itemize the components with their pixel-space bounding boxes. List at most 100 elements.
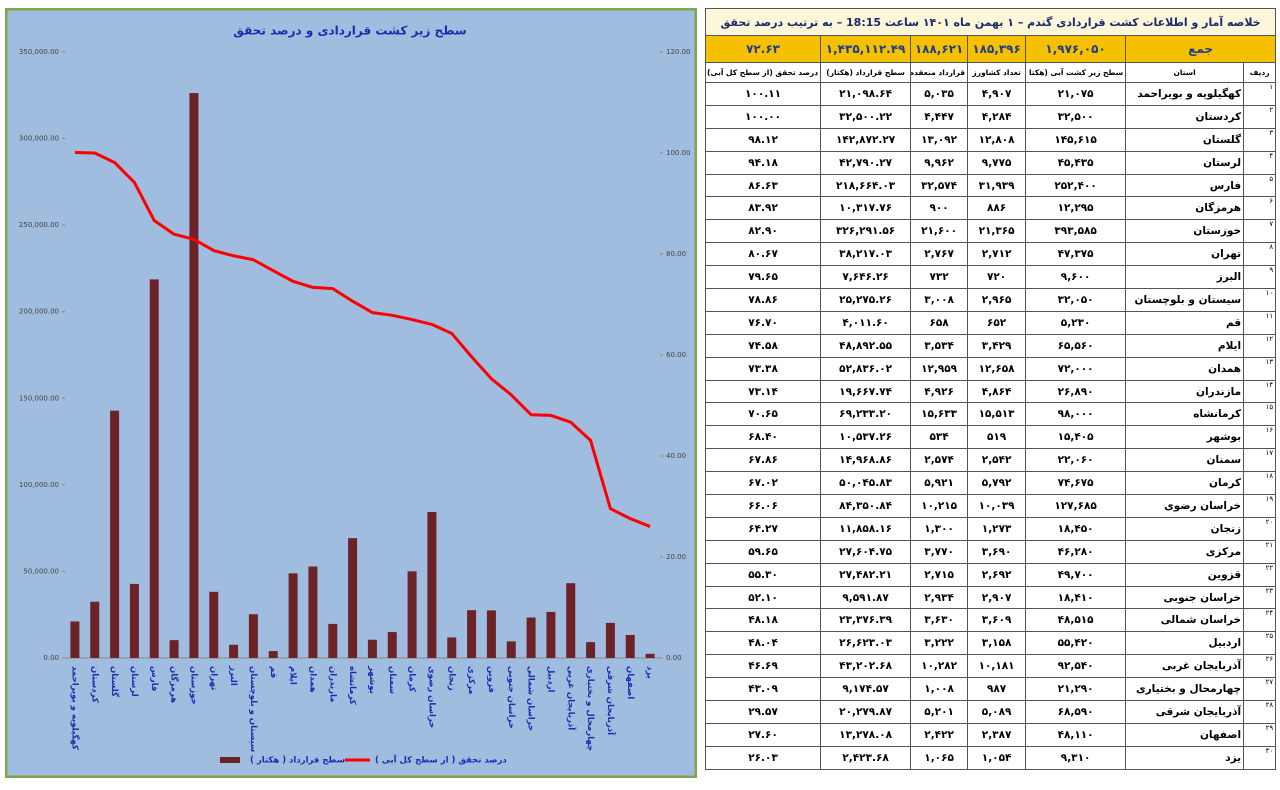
cell: ۱,۰۰۸ bbox=[910, 677, 969, 702]
cell: ۹۴.۱۸ bbox=[704, 150, 822, 175]
bar bbox=[427, 511, 437, 658]
province: سمنان bbox=[1125, 448, 1245, 473]
column-header: ردیف bbox=[1243, 62, 1277, 83]
y2-tick-label: 0.00 bbox=[666, 654, 682, 662]
x-tick-label: بوشهر bbox=[367, 665, 377, 694]
province: قم bbox=[1125, 310, 1245, 335]
cell: ۳۲,۵۰۰ bbox=[1025, 104, 1127, 129]
cell: ۲,۵۴۲ bbox=[967, 448, 1027, 473]
data-table: خلاصه آمار و اطلاعات کشت قراردادی گندم –… bbox=[704, 8, 1277, 770]
y-tick-label: 200,000.00 bbox=[19, 308, 59, 316]
x-tick-label: خراسان جنوبی bbox=[506, 666, 516, 729]
bar bbox=[348, 538, 358, 658]
row-number: ۱۲ bbox=[1243, 333, 1277, 358]
table-row: ۱۰ سیستان و بلوچستان ۳۲,۰۵۰ ۲,۹۶۵ ۳,۰۰۸ ۲۵,۲۷… bbox=[704, 288, 1277, 312]
line bbox=[74, 150, 651, 528]
bar bbox=[110, 410, 120, 658]
cell: ۱۸,۴۱۰ bbox=[1025, 585, 1127, 610]
x-tick-label: قم bbox=[268, 666, 278, 678]
bar bbox=[467, 610, 477, 658]
bar bbox=[526, 617, 536, 658]
province: گلستان bbox=[1125, 127, 1245, 152]
province: آذربایجان شرقی bbox=[1125, 700, 1245, 724]
cell: ۹۲,۵۴۰ bbox=[1025, 654, 1127, 679]
x-tick-label: یزد bbox=[645, 666, 655, 679]
province: خراسان جنوبی bbox=[1125, 585, 1245, 610]
y-tick-label: 150,000.00 bbox=[19, 394, 59, 402]
province: اصفهان bbox=[1125, 722, 1245, 747]
cell: ۵,۰۸۹ bbox=[967, 700, 1027, 724]
cell: ۴,۰۱۱.۶۰ bbox=[820, 310, 912, 335]
cell: ۴۹,۷۰۰ bbox=[1025, 562, 1127, 587]
legend-label: سطح قرارداد ( هکتار ) bbox=[250, 756, 345, 766]
cell: ۳۲,۰۵۰ bbox=[1025, 288, 1127, 312]
table-row: ۲۱ مرکزی ۴۶,۲۸۰ ۳,۶۹۰ ۳,۷۷۰ ۲۷,۶۰۴.۷۵ ۵۹.۶۵ bbox=[704, 539, 1277, 564]
cell: ۷۳۲ bbox=[910, 265, 969, 290]
y2-tick-label: 100.00 bbox=[666, 149, 691, 157]
cell: ۲۱,۲۹۰ bbox=[1025, 677, 1127, 702]
province: همدان bbox=[1125, 356, 1245, 381]
cell: ۴۳.۰۹ bbox=[704, 677, 822, 702]
cell: ۹,۱۷۴.۵۷ bbox=[820, 677, 912, 702]
bar bbox=[387, 632, 397, 658]
bar bbox=[566, 583, 576, 658]
table-row: ۶ هرمزگان ۱۲,۲۹۵ ۸۸۶ ۹۰۰ ۱۰,۳۱۷.۷۶ ۸۳.۹۲ bbox=[704, 196, 1277, 221]
table-row: ۲۳ خراسان جنوبی ۱۸,۴۱۰ ۲,۹۰۷ ۲,۹۳۴ ۹,۵۹۱.۸۷ ۵۲… bbox=[704, 585, 1277, 610]
cell: ۷۲۰ bbox=[967, 265, 1027, 290]
cell: ۱۰,۱۸۱ bbox=[967, 654, 1027, 679]
province: بوشهر bbox=[1125, 425, 1245, 450]
cell: ۱۰,۵۳۷.۲۶ bbox=[820, 425, 912, 450]
y-tick-label: 350,000.00 bbox=[19, 48, 59, 56]
cell: ۲۱,۰۷۵ bbox=[1025, 82, 1127, 106]
cell: ۲۶,۶۲۳.۰۳ bbox=[820, 631, 912, 656]
province: هرمزگان bbox=[1125, 196, 1245, 221]
cell: ۳۲,۵۰۰.۲۲ bbox=[820, 104, 912, 129]
y2-tick-label: 60.00 bbox=[666, 351, 686, 359]
cell: ۲,۹۰۷ bbox=[967, 585, 1027, 610]
province: خوزستان bbox=[1125, 219, 1245, 244]
total-cell: ۱,۴۳۵,۱۱۲.۴۹ bbox=[820, 35, 912, 63]
cell: ۴,۹۲۶ bbox=[910, 379, 969, 404]
bar bbox=[149, 279, 159, 658]
cell: ۲,۳۸۷ bbox=[967, 722, 1027, 747]
row-number: ۱۰ bbox=[1243, 288, 1277, 312]
table-row: ۵ فارس ۲۵۲,۴۰۰ ۳۱,۹۳۹ ۳۲,۵۷۴ ۲۱۸,۶۶۴.۰۳ ۸۶.۶۳ bbox=[704, 173, 1277, 198]
row-number: ۲۰ bbox=[1243, 516, 1277, 541]
cell: ۲۳,۳۷۶.۳۹ bbox=[820, 608, 912, 633]
table-row: ۲۹ اصفهان ۴۸,۱۱۰ ۲,۳۸۷ ۲,۴۲۲ ۱۳,۲۷۸.۰۸ ۲۷.۶۰ bbox=[704, 722, 1277, 747]
cell: ۷۸.۸۶ bbox=[704, 288, 822, 312]
table-row: ۲۶ آذربایجان غربی ۹۲,۵۴۰ ۱۰,۱۸۱ ۱۰,۲۸۲ ۴۳,۲۰۲… bbox=[704, 654, 1277, 679]
total-cell: جمع bbox=[1125, 35, 1277, 63]
cell: ۲,۷۱۲ bbox=[967, 242, 1027, 267]
cell: ۱,۳۰۰ bbox=[910, 516, 969, 541]
row-number: ۲۴ bbox=[1243, 608, 1277, 633]
table-row: ۲۰ زنجان ۱۸,۴۵۰ ۱,۲۷۳ ۱,۳۰۰ ۱۱,۸۵۸.۱۶ ۶۴.۲۷ bbox=[704, 516, 1277, 541]
x-tick-label: هرمزگان bbox=[169, 666, 180, 703]
cell: ۴۸,۸۹۲.۵۵ bbox=[820, 333, 912, 358]
row-number: ۶ bbox=[1243, 196, 1277, 221]
cell: ۱۵,۴۰۵ bbox=[1025, 425, 1127, 450]
cell: ۷۳.۱۴ bbox=[704, 379, 822, 404]
cell: ۳۹۳,۵۸۵ bbox=[1025, 219, 1127, 244]
cell: ۲۹.۵۷ bbox=[704, 700, 822, 724]
cell: ۳,۱۵۸ bbox=[967, 631, 1027, 656]
x-tick-label: ایلام bbox=[288, 666, 298, 685]
cell: ۴,۹۰۷ bbox=[967, 82, 1027, 106]
cell: ۳,۷۷۰ bbox=[910, 539, 969, 564]
cell: ۹۸۷ bbox=[967, 677, 1027, 702]
bar bbox=[90, 601, 100, 658]
total-cell: ۷۲.۶۳ bbox=[704, 35, 822, 63]
row-number: ۱۶ bbox=[1243, 425, 1277, 450]
table-title: خلاصه آمار و اطلاعات کشت قراردادی گندم –… bbox=[704, 8, 1277, 36]
cell: ۹,۷۷۵ bbox=[967, 150, 1027, 175]
x-tick-label: سیستان و بلوچستان bbox=[248, 666, 258, 752]
bar bbox=[209, 591, 219, 658]
x-tick-label: فارس bbox=[149, 666, 159, 691]
bar bbox=[328, 623, 338, 658]
cell: ۴۶,۲۸۰ bbox=[1025, 539, 1127, 564]
row-number: ۱۱ bbox=[1243, 310, 1277, 335]
row-number: ۱۴ bbox=[1243, 379, 1277, 404]
header-row: ردیف استان سطح زیر کشت آبی (هکتا ) تعداد کش… bbox=[704, 62, 1277, 83]
cell: ۵۲,۸۳۶.۰۲ bbox=[820, 356, 912, 381]
bar bbox=[586, 642, 596, 658]
